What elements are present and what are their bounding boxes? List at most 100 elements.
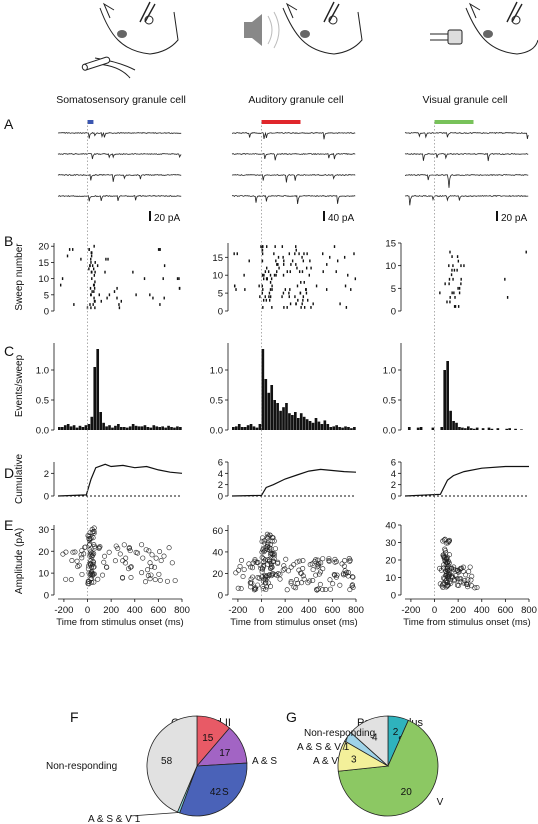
- amplitude-point: [262, 548, 268, 554]
- histogram-bar: [288, 413, 291, 430]
- mouse-illustration-visual: [430, 1, 538, 55]
- amplitude-point: [149, 552, 155, 558]
- histogram-bar: [302, 416, 306, 430]
- raster-event: [460, 277, 462, 281]
- amplitude-point: [442, 548, 448, 554]
- trace-1-3: [231, 194, 356, 204]
- histogram-bar: [58, 427, 61, 430]
- y-tick-label-0-2: 20: [38, 547, 49, 558]
- panel-letter-B: B: [4, 233, 13, 249]
- panel-c-histograms: Events/sweep 0.0 0.5 1.0 0.0 0.5 1.0 0.0 0.5 1.0: [14, 343, 523, 437]
- raster-event: [322, 252, 324, 256]
- amplitude-point: [95, 576, 101, 582]
- raster-event: [66, 254, 69, 258]
- amplitude-point: [275, 571, 281, 577]
- raster-event: [290, 263, 292, 266]
- raster-event: [452, 264, 454, 268]
- raster-event: [269, 280, 272, 284]
- pie-crus-label-3: A & S & V 1: [88, 814, 141, 824]
- histogram-bar: [93, 367, 97, 430]
- raster-event: [73, 303, 75, 306]
- raster-event: [163, 296, 165, 300]
- amplitude-point: [139, 542, 145, 548]
- amplitude-point: [314, 587, 320, 593]
- amplitude-point: [69, 558, 75, 564]
- panel-letter-F: F: [70, 709, 79, 725]
- amplitude-point: [457, 576, 463, 582]
- histogram-bar: [446, 361, 449, 430]
- x-tick-label-1-1: 0: [259, 605, 264, 616]
- raster-event: [159, 303, 161, 306]
- amplitude-point: [259, 549, 265, 555]
- raster-event: [307, 298, 309, 302]
- raster-event: [135, 293, 137, 297]
- raster-event: [163, 264, 166, 268]
- y-tick-label-2-2: 4: [391, 469, 396, 480]
- x-tick-label-1-5: 800: [348, 605, 364, 616]
- raster-event: [504, 277, 506, 281]
- raster-event: [263, 273, 265, 277]
- histogram-bar: [140, 426, 144, 430]
- amplitude-point: [239, 557, 245, 563]
- y-tick-label-0-1: 5: [44, 290, 49, 301]
- y-tick-label-2-2: 10: [385, 261, 396, 272]
- amplitude-point: [466, 569, 472, 575]
- raster-event: [295, 248, 297, 252]
- amplitude-point: [291, 584, 297, 590]
- amplitude-point: [305, 580, 311, 586]
- raster-event: [315, 284, 318, 288]
- amplitude-point: [327, 577, 333, 583]
- raster-event: [261, 291, 264, 295]
- amplitude-point: [142, 579, 148, 585]
- amplitude-point: [91, 543, 97, 549]
- amplitude-point: [288, 580, 294, 586]
- histogram-bar: [134, 425, 138, 430]
- histogram-bar: [149, 427, 153, 430]
- y-tick-label-1-3: 15: [212, 253, 223, 264]
- raster-event: [244, 288, 246, 291]
- raster-event: [91, 251, 93, 255]
- amplitude-point: [89, 569, 95, 575]
- amplitude-point: [250, 560, 256, 566]
- histogram-bar: [246, 425, 250, 430]
- histogram-bar: [255, 427, 259, 430]
- amplitude-point: [270, 551, 276, 557]
- amplitude-ylabel: Amplitude (pA): [14, 528, 25, 594]
- panel-b-raster: Sweep number 0 5 10 15 20 0 5 10 15 0 5 10 15: [14, 239, 527, 318]
- raster-event: [456, 255, 459, 258]
- histogram-bar: [114, 425, 117, 430]
- amplitude-point: [169, 560, 175, 566]
- amplitude-point: [260, 546, 266, 552]
- amplitude-point: [128, 574, 134, 580]
- amplitude-point: [90, 561, 96, 567]
- amplitude-point: [313, 572, 319, 578]
- x-tick-label-0-3: 400: [127, 605, 143, 616]
- raster-event: [91, 264, 94, 268]
- pie-paraflocculus-label-1: V: [437, 797, 444, 808]
- pie-paraflocculus-label-4: Non-responding: [304, 728, 375, 739]
- histogram-bar: [416, 427, 420, 430]
- raster-event: [100, 299, 102, 303]
- histogram-bar: [291, 415, 294, 430]
- histogram-bar: [161, 426, 164, 430]
- raster-event: [300, 306, 302, 309]
- raster-event: [59, 283, 62, 287]
- amplitude-point: [313, 557, 319, 563]
- amplitude-point: [161, 553, 167, 559]
- amplitude-point: [456, 583, 462, 589]
- histogram-bar: [60, 427, 64, 430]
- amplitude-point: [315, 557, 321, 563]
- pie-crus-value-1: 17: [219, 748, 231, 759]
- amplitude-point: [280, 567, 286, 573]
- histogram-bar: [252, 426, 256, 430]
- raster-event: [93, 273, 96, 277]
- raster-event: [506, 296, 509, 299]
- raster-event: [294, 252, 296, 256]
- raster-event: [178, 277, 180, 281]
- raster-event: [72, 248, 74, 251]
- amplitude-point: [128, 564, 134, 570]
- histogram-bar: [449, 410, 452, 430]
- raster-ylabel: Sweep number: [14, 243, 25, 311]
- amplitude-point: [331, 571, 337, 577]
